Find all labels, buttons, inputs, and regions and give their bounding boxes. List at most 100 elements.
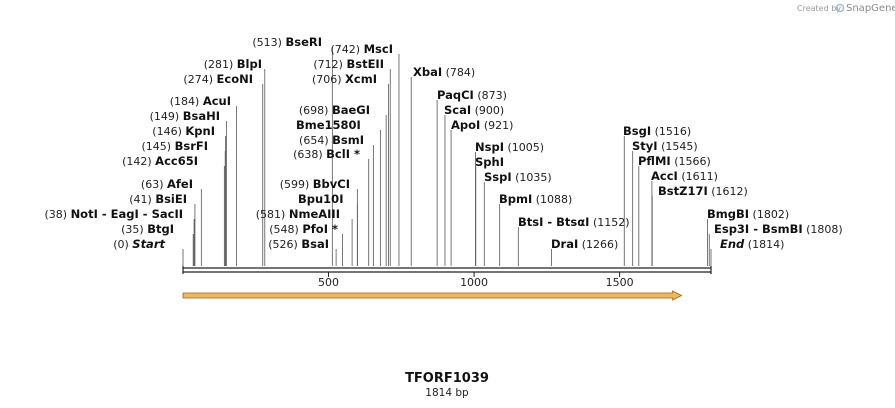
site-bseri[interactable]: (513) BseRI [252,35,322,49]
site-label: BtsI - BtsαI (1152) [518,215,630,229]
site-label: SphI [475,155,504,169]
site-start[interactable]: (0) Start [113,237,165,251]
site-label: (274) EcoNI [183,72,253,86]
site-nspi[interactable]: NspI (1005) [475,140,544,154]
site-xcmi[interactable]: (706) XcmI [312,72,377,86]
site-position: (281) [204,58,234,71]
enzyme-name: PfoI * [302,222,338,236]
enzyme-name: StyI [632,139,658,153]
site-bsai[interactable]: (526) BsaI [268,237,329,251]
enzyme-name: BlpI [237,57,262,71]
enzyme-name: BsaHI [183,109,220,123]
site-bsgi[interactable]: BsgI (1516) [623,124,691,138]
enzyme-name: EagI [111,207,139,221]
site-bpmi[interactable]: BpmI (1088) [499,192,572,206]
site-xbai[interactable]: XbaI (784) [413,65,475,79]
site-pfoi[interactable]: (548) PfoI * [269,222,338,236]
site-apoi[interactable]: ApoI (921) [451,118,513,132]
site-esp3i-bsmbi[interactable]: Esp3I - BsmBI (1808) [714,222,843,236]
enzyme-name: BsgI [623,124,651,138]
site-label: Bpu10I [298,192,343,206]
site-label: DraI (1266) [551,237,618,251]
site-afei[interactable]: (63) AfeI [141,177,193,191]
enzyme-name: BaeGI [332,103,370,117]
site-position: (1611) [681,170,718,183]
site-btsi-btsi[interactable]: BtsI - BtsαI (1152) [518,215,630,229]
site-baegi[interactable]: (698) BaeGI [299,103,370,117]
site-label: (599) BbvCI [280,177,350,191]
site-bmgbi[interactable]: BmgBI (1802) [707,207,789,221]
site-position: (142) [122,155,152,168]
site-label: (41) BsiEI [129,192,187,206]
site-acc65i[interactable]: (142) Acc65I [122,154,198,168]
site-label: XbaI (784) [413,65,475,79]
enzyme-name: BsaI [301,237,329,251]
site-position: (1802) [753,208,790,221]
site-bsteii[interactable]: (712) BstEII [313,57,384,71]
site-label: (35) BtgI [121,222,174,236]
site-blpi[interactable]: (281) BlpI [204,57,262,71]
site-paqci[interactable]: PaqCI (873) [437,88,507,102]
sequence-name: TFORF1039 [405,371,489,386]
site-bsrfi[interactable]: (145) BsrFI [141,139,208,153]
axis-tick-label: 500 [318,276,339,289]
site-bme1580i[interactable]: Bme1580I [296,118,361,132]
enzyme-name: DraI [551,237,578,251]
enzyme-name: End [720,237,745,251]
enzyme-name: AccI [651,169,678,183]
site-position: (1808) [806,223,843,236]
site-label: (149) BsaHI [150,109,220,123]
enzyme-name: - [543,215,556,229]
site-sspi[interactable]: SspI (1035) [484,170,552,184]
site-bstz17i[interactable]: BstZ17I (1612) [658,184,748,198]
site-acci[interactable]: AccI (1611) [651,169,718,183]
site-position: (1814) [748,238,785,251]
site-bsiei[interactable]: (41) BsiEI [129,192,187,206]
site-position: (548) [269,223,299,236]
enzyme-name: AfeI [167,177,193,191]
credit-prefix: Created by [797,4,841,13]
site-nmeaiii[interactable]: (581) NmeAIII [256,207,340,221]
site-drai[interactable]: DraI (1266) [551,237,618,251]
site-pflmi[interactable]: PflMI (1566) [638,154,711,168]
site-label: (654) BsmI [299,133,364,147]
site-position: (1035) [515,171,552,184]
site-bsahi[interactable]: (149) BsaHI [150,109,220,123]
site-lines [182,47,712,266]
site-msci[interactable]: (742) MscI [331,42,393,56]
site-label: StyI (1545) [632,139,698,153]
enzyme-name: NotI [71,207,98,221]
site-kpni[interactable]: (146) KpnI [152,124,215,138]
site-label: (742) MscI [331,42,393,56]
site-bbvci[interactable]: (599) BbvCI [280,177,350,191]
site-bsmi[interactable]: (654) BsmI [299,133,364,147]
site-btgi[interactable]: (35) BtgI [121,222,174,236]
site-noti-eagi-sacii[interactable]: (38) NotI - EagI - SacII [44,207,183,221]
site-label: (548) PfoI * [269,222,338,236]
enzyme-name: Start [132,237,165,251]
enzyme-name: MscI [364,42,393,56]
site-end[interactable]: End (1814) [720,237,784,251]
site-econi[interactable]: (274) EcoNI [183,72,253,86]
site-position: (1152) [593,216,630,229]
site-bcli[interactable]: (638) BclI * [293,147,360,161]
enzyme-name: - [139,207,152,221]
site-acui[interactable]: (184) AcuI [170,94,231,108]
site-bpu10i[interactable]: Bpu10I [298,192,343,206]
site-position: (1005) [507,141,544,154]
site-styi[interactable]: StyI (1545) [632,139,698,153]
site-position: (1545) [661,140,698,153]
site-position: (146) [152,125,182,138]
site-label: (145) BsrFI [141,139,208,153]
enzyme-name: NspI [475,140,504,154]
enzyme-name: Esp3I [714,222,749,236]
enzyme-name: SphI [475,155,504,169]
site-sphi[interactable]: SphI [475,155,504,169]
site-label: Bme1580I [296,118,361,132]
site-position: (35) [121,223,144,236]
site-scai[interactable]: ScaI (900) [444,103,504,117]
site-position: (526) [268,238,298,251]
site-label: BmgBI (1802) [707,207,789,221]
enzyme-name: SspI [484,170,512,184]
site-position: (149) [150,110,180,123]
